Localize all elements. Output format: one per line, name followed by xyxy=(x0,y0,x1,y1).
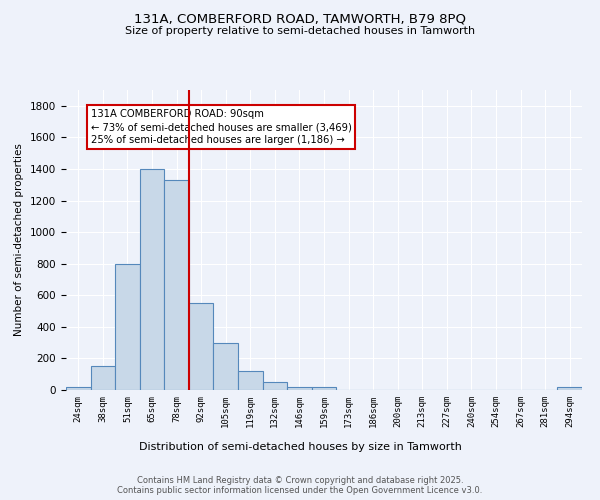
Bar xyxy=(263,382,287,390)
Bar xyxy=(66,387,91,390)
Bar xyxy=(140,169,164,390)
Y-axis label: Number of semi-detached properties: Number of semi-detached properties xyxy=(14,144,25,336)
Bar xyxy=(189,303,214,390)
Bar xyxy=(164,180,189,390)
Text: 131A, COMBERFORD ROAD, TAMWORTH, B79 8PQ: 131A, COMBERFORD ROAD, TAMWORTH, B79 8PQ xyxy=(134,12,466,26)
Bar xyxy=(238,371,263,390)
Bar xyxy=(214,342,238,390)
Text: Size of property relative to semi-detached houses in Tamworth: Size of property relative to semi-detach… xyxy=(125,26,475,36)
Bar xyxy=(91,366,115,390)
Bar xyxy=(312,387,336,390)
Bar xyxy=(557,387,582,390)
Bar xyxy=(115,264,140,390)
Text: Distribution of semi-detached houses by size in Tamworth: Distribution of semi-detached houses by … xyxy=(139,442,461,452)
Text: Contains HM Land Registry data © Crown copyright and database right 2025.
Contai: Contains HM Land Registry data © Crown c… xyxy=(118,476,482,495)
Bar xyxy=(287,387,312,390)
Text: 131A COMBERFORD ROAD: 90sqm
← 73% of semi-detached houses are smaller (3,469)
25: 131A COMBERFORD ROAD: 90sqm ← 73% of sem… xyxy=(91,109,352,146)
